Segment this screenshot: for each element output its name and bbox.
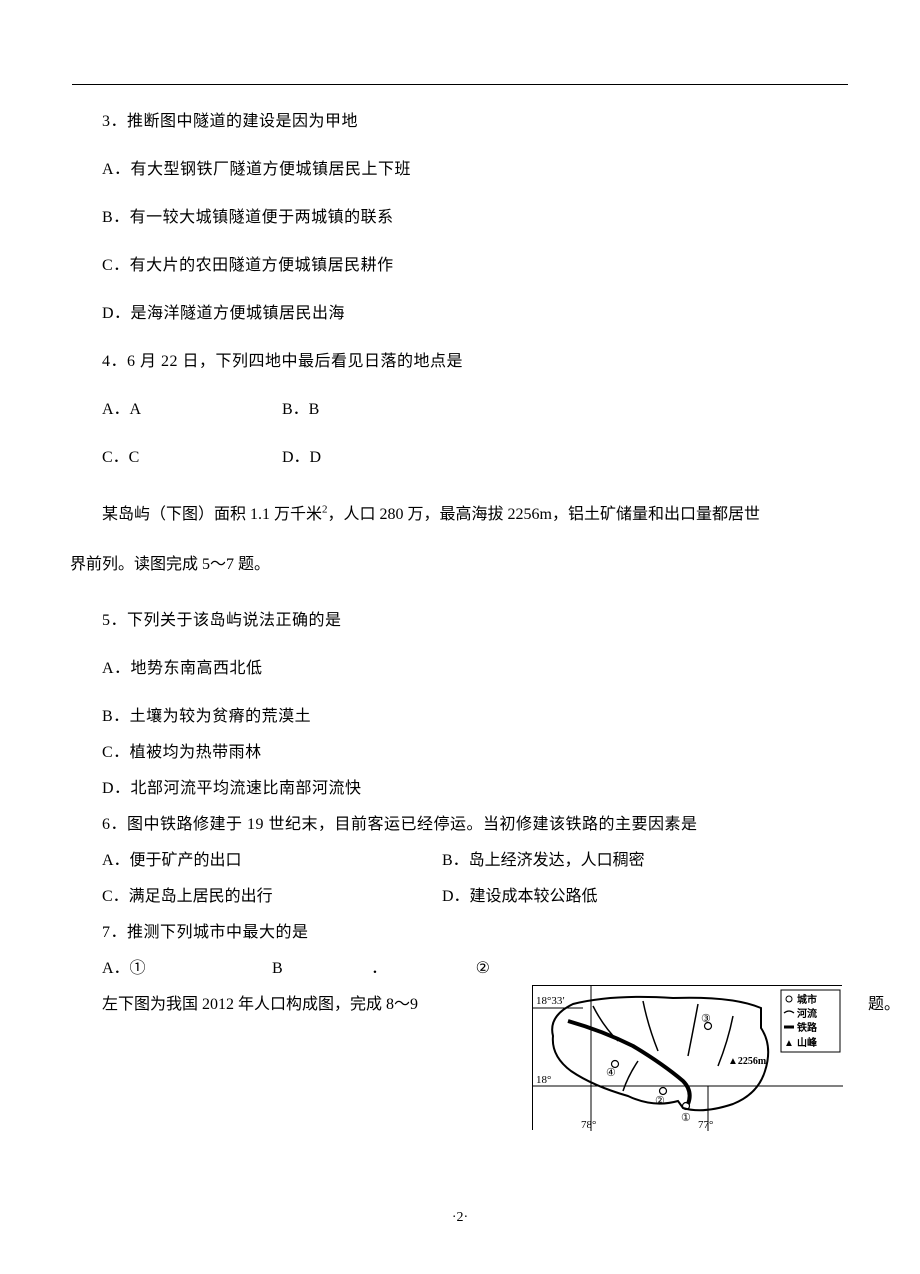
- q6-choice-a: A．便于矿产的出口: [70, 849, 410, 873]
- document-body: 3．推断图中隧道的建设是因为甲地 A．有大型钢铁厂隧道方便城镇居民上下班 B．有…: [70, 80, 850, 1017]
- q7-choice-row: A．① B ． ②: [70, 957, 490, 981]
- q6-choice-d: D．建设成本较公路低: [410, 885, 598, 909]
- intro-line1: 某岛屿（下图）面积 1.1 万千米2，人口 280 万，最高海拔 2256m，铝…: [70, 494, 850, 536]
- q6-choice-row-1: A．便于矿产的出口 B．岛上经济发达，人口稠密: [70, 849, 850, 873]
- q4-choice-b: B．B: [250, 398, 430, 422]
- q3-choice-a: A．有大型钢铁厂隧道方便城镇居民上下班: [70, 158, 850, 182]
- q4-choice-a: A．A: [70, 398, 250, 422]
- q6-stem: 6．图中铁路修建于 19 世纪末，目前客运已经停运。当初修建该铁路的主要因素是: [70, 813, 850, 837]
- island-map: ▲2256m ① ② ③ ④ 18°33′ 18° 78° 77° 城市 河流 …: [532, 985, 842, 1130]
- legend-peak-icon: ▲: [784, 1038, 794, 1049]
- q4-choice-row-1: A．A B．B: [70, 398, 850, 422]
- page-number: ·2·: [0, 1210, 920, 1226]
- q7-stem: 7．推测下列城市中最大的是: [70, 921, 850, 945]
- map-svg: ▲2256m ① ② ③ ④ 18°33′ 18° 78° 77° 城市 河流 …: [533, 986, 843, 1131]
- q3-stem: 3．推断图中隧道的建设是因为甲地: [70, 110, 850, 134]
- q6-choice-c: C．满足岛上居民的出行: [70, 885, 410, 909]
- q5-stem: 5．下列关于该岛屿说法正确的是: [70, 609, 850, 633]
- legend-city: 城市: [797, 993, 817, 1006]
- q5-choice-d: D．北部河流平均流速比南部河流快: [70, 777, 850, 801]
- q4-choice-d: D．D: [250, 446, 430, 470]
- q3-choice-c: C．有大片的农田隧道方便城镇居民耕作: [70, 254, 850, 278]
- map-lat-bot: 18°: [536, 1074, 551, 1086]
- q3-choice-b: B．有一较大城镇隧道便于两城镇的联系: [70, 206, 850, 230]
- map-marker-2: ②: [655, 1095, 665, 1107]
- map-peak-label: ▲2256m: [728, 1056, 767, 1067]
- q3-choice-d: D．是海洋隧道方便城镇居民出海: [70, 302, 850, 326]
- q8-left: 左下图为我国 2012 年人口构成图，完成 8～9: [70, 993, 490, 1017]
- q5-choice-a: A．地势东南高西北低: [70, 657, 850, 681]
- q5-choice-b: B．土壤为较为贫瘠的荒漠土: [70, 705, 850, 729]
- map-marker-3: ③: [701, 1013, 711, 1025]
- q6-choice-b: B．岛上经济发达，人口稠密: [410, 849, 645, 873]
- legend-river: 河流: [797, 1007, 817, 1020]
- legend-rail: 铁路: [797, 1021, 818, 1034]
- map-marker-4: ④: [606, 1067, 616, 1079]
- q4-choice-row-2: C．C D．D: [70, 446, 850, 470]
- q7-choice-b-num: ②: [444, 957, 490, 981]
- q5-choice-c: C．植被均为热带雨林: [70, 741, 850, 765]
- q7-choice-b-dot: ．: [283, 957, 444, 981]
- q4-stem: 4．6 月 22 日，下列四地中最后看见日落的地点是: [70, 350, 850, 374]
- map-marker-1: ①: [681, 1112, 691, 1124]
- q7-choice-a: A．①: [70, 957, 240, 981]
- map-lon-left: 78°: [581, 1119, 596, 1131]
- intro-line2: 界前列。读图完成 5～7 题。: [70, 544, 850, 586]
- map-lon-right: 77°: [698, 1119, 713, 1131]
- q6-choice-row-2: C．满足岛上居民的出行 D．建设成本较公路低: [70, 885, 850, 909]
- intro-pre: 某岛屿（下图）面积 1.1 万千米: [102, 506, 322, 523]
- q4-choice-c: C．C: [70, 446, 250, 470]
- legend-peak: 山峰: [797, 1036, 818, 1049]
- top-rule: [72, 84, 848, 85]
- q7-choice-b-label: B: [240, 957, 283, 981]
- intro-post: ，人口 280 万，最高海拔 2256m，铝土矿储量和出口量都居世: [328, 506, 760, 523]
- map-lat-top: 18°33′: [536, 995, 565, 1007]
